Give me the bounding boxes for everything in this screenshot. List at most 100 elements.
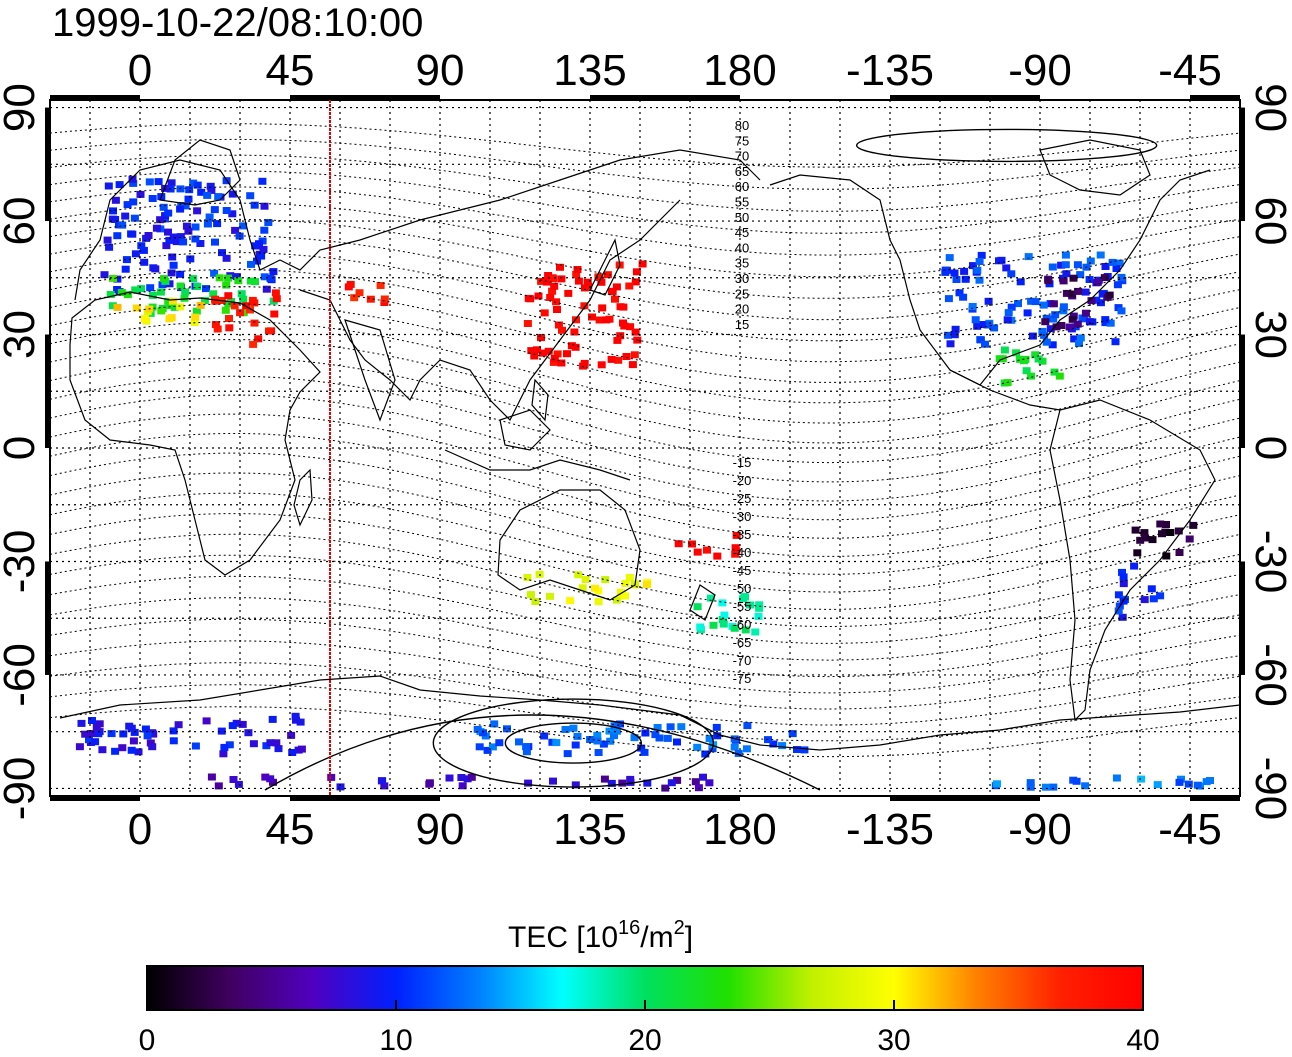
tec-cell bbox=[165, 236, 174, 244]
contour-line bbox=[50, 492, 1240, 593]
tec-cell bbox=[176, 270, 185, 278]
tec-cell bbox=[607, 355, 616, 363]
tec-cell bbox=[621, 592, 629, 600]
tec-cell bbox=[558, 326, 566, 334]
tec-cell bbox=[1105, 291, 1114, 299]
contour-line bbox=[50, 321, 1240, 424]
tec-cell bbox=[1101, 263, 1110, 270]
tec-cell bbox=[693, 548, 702, 556]
tec-cell bbox=[677, 723, 686, 731]
coastlines bbox=[59, 139, 1240, 751]
contour-label: 20 bbox=[735, 302, 749, 317]
top-lon-label: 90 bbox=[416, 46, 465, 95]
tec-cell bbox=[157, 307, 166, 315]
right-latitude-labels: 90 60 30 0 -30 -60 -90 bbox=[1246, 83, 1292, 820]
tec-cell bbox=[236, 309, 245, 317]
tec-cell bbox=[118, 221, 127, 229]
tec-cell bbox=[946, 340, 955, 348]
tec-cell bbox=[961, 275, 970, 283]
tec-cell bbox=[1003, 316, 1012, 324]
tec-cell bbox=[268, 715, 277, 723]
tec-cell bbox=[181, 202, 190, 210]
tec-cell bbox=[527, 347, 536, 355]
tec-cell bbox=[207, 773, 216, 781]
tec-cell bbox=[572, 271, 581, 278]
top-lon-label: -90 bbox=[1008, 46, 1072, 95]
tec-cell bbox=[1049, 300, 1058, 308]
tec-cell bbox=[164, 209, 173, 217]
colorbar-ticks: 0 10 20 30 40 bbox=[139, 1000, 1160, 1057]
tec-cell bbox=[537, 277, 546, 285]
tec-cell bbox=[720, 611, 729, 619]
colorbar-tick-label: 20 bbox=[628, 1024, 661, 1057]
tec-cell bbox=[1112, 774, 1121, 782]
tec-cell bbox=[950, 331, 959, 339]
tec-cell bbox=[123, 201, 132, 209]
tec-cell bbox=[1101, 316, 1110, 324]
tec-cell bbox=[553, 350, 562, 358]
tec-cell bbox=[127, 746, 136, 754]
tec-cell bbox=[571, 781, 580, 789]
tec-cell bbox=[1076, 334, 1085, 342]
tec-cell bbox=[569, 724, 578, 732]
left-lat-label: 90 bbox=[0, 83, 44, 132]
frame-bar-bottom bbox=[290, 796, 440, 801]
tec-cell bbox=[593, 737, 602, 745]
tec-cell bbox=[218, 249, 226, 257]
tec-cell bbox=[944, 295, 953, 303]
top-lon-label: -45 bbox=[1158, 46, 1222, 95]
bottom-lon-label: -135 bbox=[846, 805, 934, 854]
contour-line bbox=[50, 339, 1240, 444]
bottom-lon-label: 90 bbox=[416, 805, 465, 854]
tec-cell bbox=[98, 746, 107, 754]
tec-cell bbox=[211, 321, 220, 329]
tec-cell bbox=[574, 571, 583, 579]
tec-cell bbox=[129, 179, 138, 187]
tec-cell bbox=[742, 745, 751, 753]
tec-cell bbox=[380, 782, 389, 790]
frame-bar-top bbox=[1190, 95, 1240, 100]
tec-cell bbox=[709, 621, 718, 629]
tec-cell bbox=[246, 277, 255, 285]
tec-cell bbox=[1119, 580, 1128, 588]
tec-cell bbox=[602, 316, 611, 324]
left-lat-label: 30 bbox=[0, 310, 44, 359]
tec-cell bbox=[607, 779, 616, 787]
tec-cell bbox=[1070, 335, 1079, 343]
tec-cell bbox=[292, 716, 300, 724]
tec-cell bbox=[103, 236, 112, 244]
contour-line bbox=[50, 138, 1240, 190]
tec-cell bbox=[1119, 573, 1128, 581]
map-panel bbox=[45, 95, 1245, 801]
tec-cell bbox=[109, 274, 117, 282]
tec-cell bbox=[108, 302, 117, 310]
tec-cell bbox=[148, 195, 157, 202]
tec-cell bbox=[130, 728, 139, 736]
tec-cell bbox=[666, 723, 675, 731]
tec-cell bbox=[1059, 277, 1068, 285]
coast-australia bbox=[497, 489, 641, 601]
colorbar-tick-label: 10 bbox=[379, 1024, 412, 1057]
contour-line bbox=[50, 433, 1240, 539]
tec-cell bbox=[1044, 277, 1053, 285]
tec-cell bbox=[788, 730, 797, 738]
tec-cell bbox=[113, 232, 122, 240]
tec-cell bbox=[211, 295, 220, 303]
tec-cell bbox=[696, 623, 705, 631]
tec-cell bbox=[224, 300, 233, 308]
tec-cell bbox=[239, 295, 248, 303]
tec-cell bbox=[632, 268, 641, 276]
tec-cell bbox=[1111, 338, 1120, 346]
tec-cell bbox=[490, 720, 499, 728]
tec-cell bbox=[631, 328, 640, 336]
tec-cell bbox=[161, 184, 170, 192]
tec-cell bbox=[968, 303, 977, 310]
tec-cell bbox=[601, 576, 610, 584]
frame-bar-right bbox=[1240, 107, 1245, 222]
tec-cell bbox=[184, 195, 193, 203]
tec-cell bbox=[548, 287, 557, 295]
tec-cell bbox=[599, 740, 608, 748]
frame-bar-top bbox=[290, 95, 440, 100]
tec-cell bbox=[77, 719, 86, 727]
tec-cell bbox=[619, 303, 628, 311]
